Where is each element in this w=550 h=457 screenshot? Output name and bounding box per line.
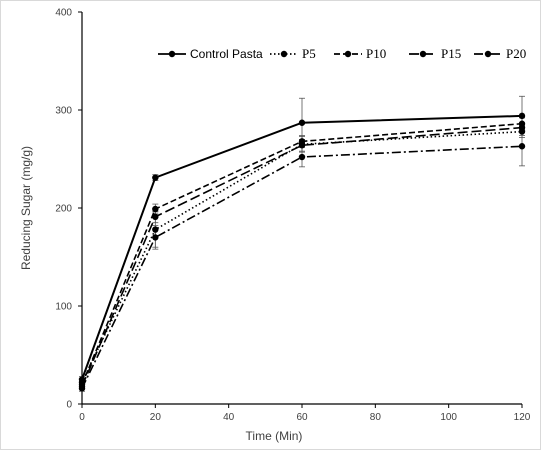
x-tick-label: 0: [79, 412, 85, 423]
tick-marks: [78, 11, 523, 408]
legend-marker-p10: [344, 50, 352, 58]
x-axis-title: Time (Min): [246, 429, 303, 443]
x-tick-label: 80: [370, 412, 382, 423]
data-point-p15: [518, 124, 526, 131]
x-tick-label: 100: [440, 412, 457, 423]
data-point-p20: [518, 143, 526, 150]
legend-marker-p15: [419, 50, 427, 58]
data-point-control-pasta: [152, 174, 159, 181]
y-tick-label: 400: [55, 8, 72, 19]
legend-marker-p5: [280, 50, 288, 58]
chart-border: [0, 0, 541, 450]
data-point-p15: [152, 213, 159, 221]
data-point-p20: [152, 234, 159, 241]
data-point-p5: [152, 226, 159, 233]
legend-label-control-pasta: Control Pasta: [190, 47, 263, 61]
data-point-control-pasta: [298, 119, 306, 126]
data-points: [78, 112, 526, 392]
tick-labels: 0 100 200 300 400 0 20 40 60 80 100 120: [55, 8, 530, 424]
y-tick-label: 200: [55, 204, 72, 215]
y-axis-title: Reducing Sugar (mg/g): [19, 146, 33, 270]
x-tick-label: 20: [150, 412, 162, 423]
series-lines: [81, 114, 523, 389]
data-point-control-pasta: [518, 112, 526, 120]
data-point-p10: [152, 205, 159, 213]
data-point-p15: [298, 142, 306, 149]
series-line-control-pasta: [81, 114, 523, 380]
legend-label-p20: P20: [506, 46, 526, 61]
legend-marker-control-pasta: [168, 50, 176, 58]
series-line-p10: [81, 122, 523, 385]
series-line-p5: [81, 130, 523, 383]
x-tick-label: 40: [223, 412, 235, 423]
y-tick-label: 100: [55, 302, 72, 313]
legend-marker-p20: [484, 50, 492, 58]
y-tick-label: 0: [66, 400, 72, 411]
legend-label-p15: P15: [441, 46, 461, 61]
legend-label-p5: P5: [302, 46, 316, 61]
series-line-p20: [81, 145, 523, 389]
legend: Control Pasta P5 P10 P15 P20: [158, 46, 526, 61]
legend-label-p10: P10: [366, 46, 386, 61]
series-line-p15: [81, 126, 523, 387]
x-tick-label: 60: [296, 412, 308, 423]
y-tick-label: 300: [55, 106, 72, 117]
x-tick-label: 120: [514, 412, 531, 423]
data-point-p20: [78, 385, 86, 392]
data-point-p20: [298, 153, 306, 161]
